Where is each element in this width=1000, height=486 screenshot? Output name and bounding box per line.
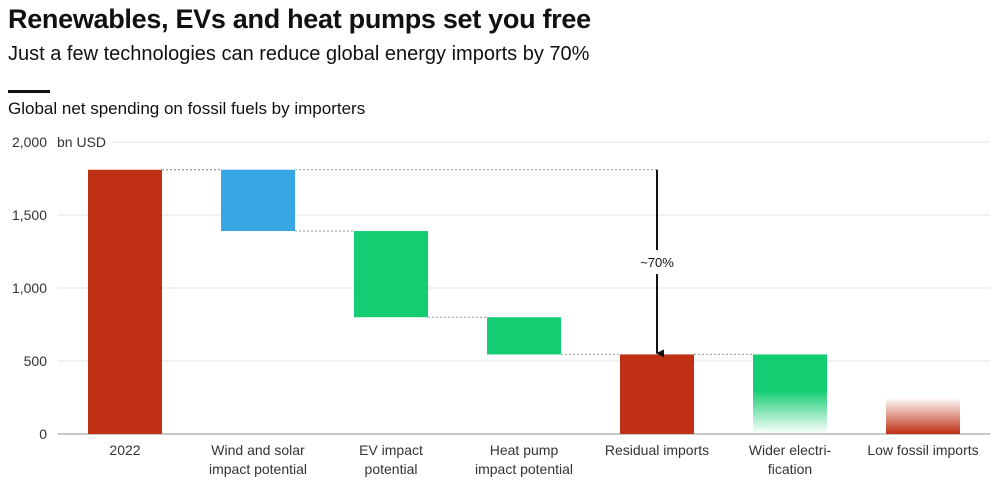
annotation: ~70% — [640, 169, 674, 358]
category-label: impact potential — [209, 461, 307, 477]
bar — [886, 397, 960, 434]
bar — [753, 354, 827, 434]
y-tick-label: 2,000 — [12, 134, 47, 150]
category-label: Wind and solar — [211, 442, 305, 458]
category-label: impact potential — [475, 461, 573, 477]
gridlines — [58, 141, 990, 435]
category-label: Low fossil imports — [867, 442, 978, 458]
category-label: fication — [768, 461, 812, 477]
bars — [88, 169, 960, 435]
y-tick-label: 0 — [39, 426, 47, 442]
labels: 0 500 1,000 1,500 2,000 bn USD 2022 Wind and so… — [12, 134, 979, 477]
category-label: Wider electri- — [749, 442, 832, 458]
category-label: Heat pump — [490, 442, 559, 458]
y-tick-label: 500 — [24, 353, 48, 369]
bar — [620, 354, 694, 434]
category-label: 2022 — [109, 442, 140, 458]
title-divider — [8, 90, 50, 93]
chart-title: Global net spending on fossil fuels by i… — [8, 99, 366, 118]
bar — [354, 231, 428, 318]
category-label: EV impact — [359, 442, 423, 458]
connectors — [162, 169, 753, 355]
page-title: Renewables, EVs and heat pumps set you f… — [8, 4, 591, 34]
y-tick-label: 1,000 — [12, 280, 47, 296]
annotation-label: ~70% — [640, 255, 674, 270]
y-axis-unit: bn USD — [57, 134, 106, 150]
category-label: Residual imports — [605, 442, 709, 458]
category-label: potential — [365, 461, 418, 477]
bar — [221, 169, 295, 232]
bar — [88, 169, 162, 435]
y-tick-label: 1,500 — [12, 207, 47, 223]
page-subtitle: Just a few technologies can reduce globa… — [8, 43, 590, 65]
bar — [487, 317, 561, 355]
